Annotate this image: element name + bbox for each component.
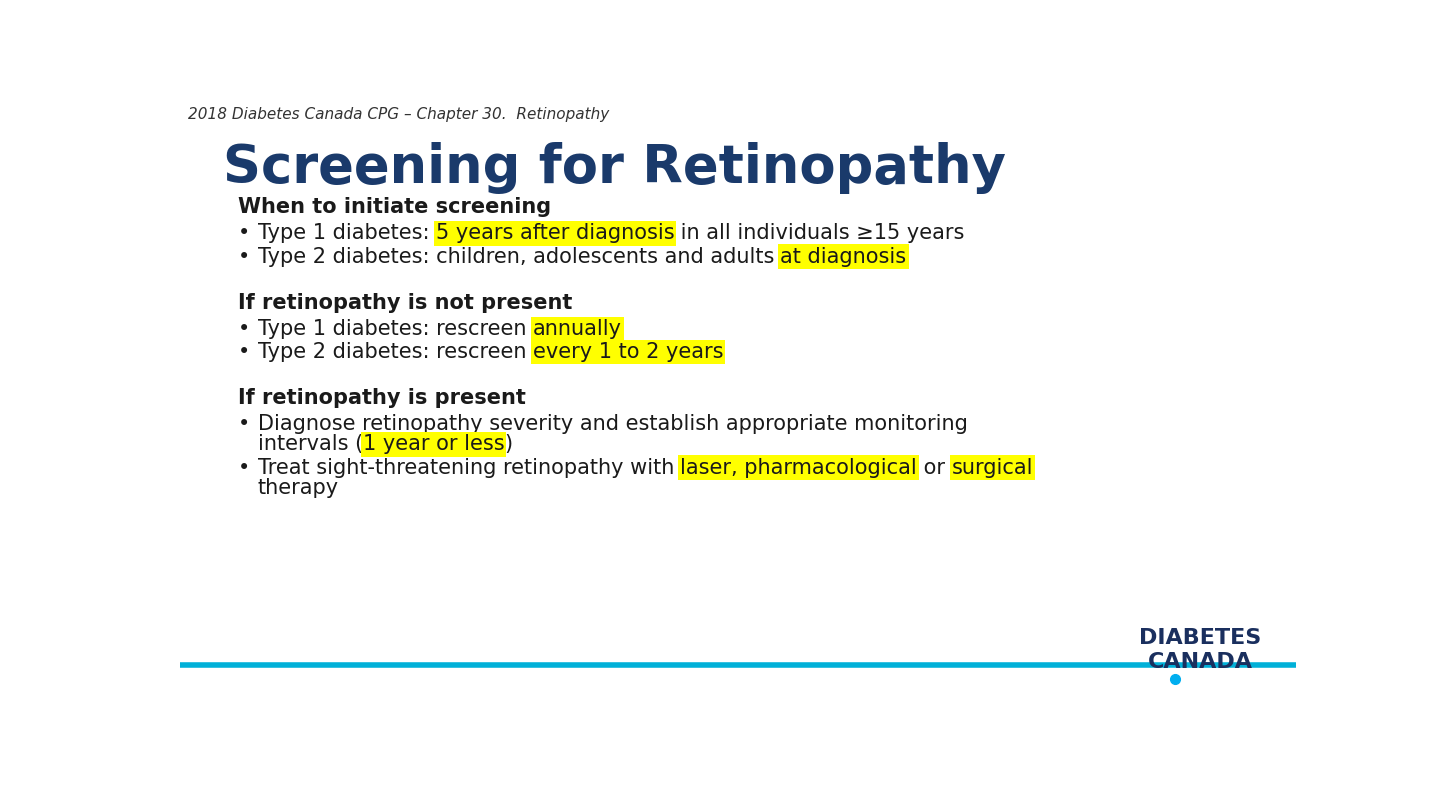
Text: 1 year or less: 1 year or less [363, 434, 504, 454]
Text: Type 1 diabetes:: Type 1 diabetes: [258, 224, 436, 244]
Text: ): ) [504, 434, 513, 454]
Text: •: • [238, 246, 251, 266]
Text: intervals (: intervals ( [258, 434, 363, 454]
Text: Type 2 diabetes: children, adolescents and adults: Type 2 diabetes: children, adolescents a… [258, 246, 780, 266]
Text: Treat sight-threatening retinopathy with: Treat sight-threatening retinopathy with [258, 458, 681, 478]
Text: 2018 Diabetes Canada CPG – Chapter 30.  Retinopathy: 2018 Diabetes Canada CPG – Chapter 30. R… [187, 107, 609, 122]
Text: surgical: surgical [952, 458, 1034, 478]
Text: annually: annually [533, 319, 622, 339]
Text: •: • [238, 224, 251, 244]
Text: laser, pharmacological: laser, pharmacological [681, 458, 917, 478]
Text: at diagnosis: at diagnosis [780, 246, 907, 266]
Text: If retinopathy is present: If retinopathy is present [238, 388, 526, 408]
Text: in all individuals ≥15 years: in all individuals ≥15 years [674, 224, 965, 244]
Text: •: • [238, 342, 251, 362]
Text: When to initiate screening: When to initiate screening [238, 198, 552, 217]
Text: Screening for Retinopathy: Screening for Retinopathy [223, 142, 1005, 194]
Text: •: • [238, 458, 251, 478]
Text: DIABETES
CANADA: DIABETES CANADA [1139, 629, 1261, 671]
Text: therapy: therapy [258, 478, 338, 497]
Text: every 1 to 2 years: every 1 to 2 years [533, 342, 723, 362]
Text: Diagnose retinopathy severity and establish appropriate monitoring: Diagnose retinopathy severity and establ… [258, 415, 968, 434]
Text: 5 years after diagnosis: 5 years after diagnosis [436, 224, 674, 244]
Text: Type 1 diabetes: rescreen: Type 1 diabetes: rescreen [258, 319, 533, 339]
Text: •: • [238, 319, 251, 339]
Text: or: or [917, 458, 952, 478]
Text: Type 2 diabetes: rescreen: Type 2 diabetes: rescreen [258, 342, 533, 362]
Text: If retinopathy is not present: If retinopathy is not present [238, 292, 573, 313]
Text: •: • [238, 415, 251, 434]
